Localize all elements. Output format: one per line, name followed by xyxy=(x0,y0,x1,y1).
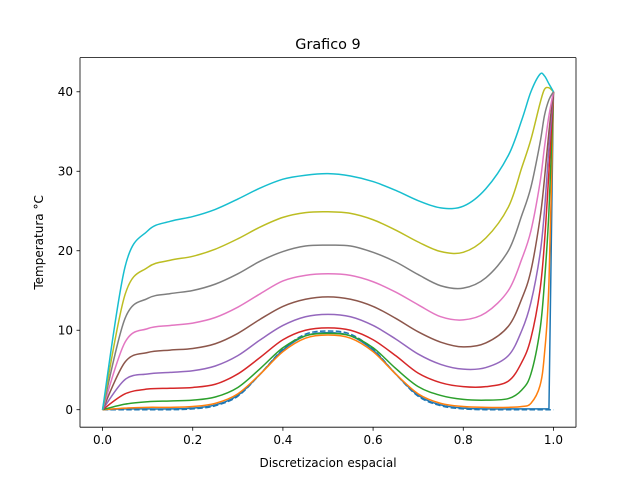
y-ticks: 0 10 20 30 40 xyxy=(58,85,80,417)
series-line-1 xyxy=(102,91,555,411)
y-axis-label: Temperatura °C xyxy=(32,195,46,290)
y-tick-label-3: 30 xyxy=(58,165,73,179)
plot-area xyxy=(80,57,576,428)
series-line-5 xyxy=(101,91,555,411)
y-tick-label-1: 10 xyxy=(58,324,73,338)
x-tick-label-1: 0.2 xyxy=(183,433,202,447)
series-line-9 xyxy=(101,86,554,410)
series-line-3 xyxy=(102,91,555,411)
series-layer xyxy=(101,72,555,411)
series-line-7 xyxy=(101,91,555,410)
x-tick-label-5: 1.0 xyxy=(544,433,563,447)
chart-title: Grafico 9 xyxy=(295,37,360,53)
series-line-8 xyxy=(101,91,555,410)
series-line-6 xyxy=(101,91,555,411)
series-line-4 xyxy=(102,91,555,411)
x-ticks: 0.0 0.2 0.4 0.6 0.8 1.0 xyxy=(93,427,563,447)
x-tick-label-0: 0.0 xyxy=(93,433,112,447)
y-tick-label-0: 0 xyxy=(65,403,73,417)
x-tick-label-3: 0.6 xyxy=(364,433,383,447)
x-axis-label: Discretizacion espacial xyxy=(259,456,396,470)
axes-frame xyxy=(79,57,577,428)
x-tick-label-4: 0.8 xyxy=(454,433,473,447)
series-line-2 xyxy=(102,91,555,411)
x-tick-label-2: 0.4 xyxy=(273,433,292,447)
y-tick-label-4: 40 xyxy=(58,85,73,99)
y-tick-label-2: 20 xyxy=(58,244,73,258)
series-line-10 xyxy=(101,72,555,410)
